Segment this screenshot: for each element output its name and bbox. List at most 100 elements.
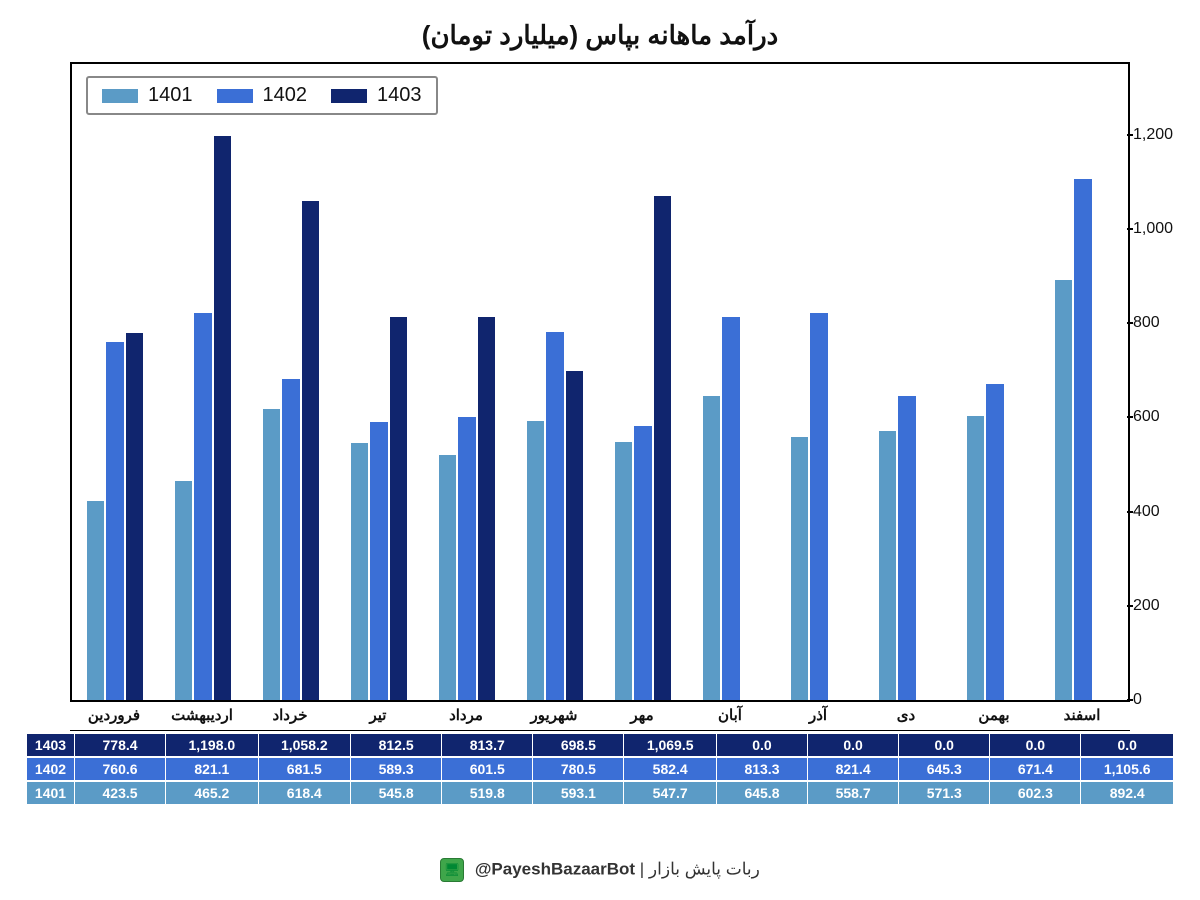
bar-group — [248, 64, 336, 700]
table-cell: 671.4 — [990, 758, 1080, 780]
table-cell: 519.8 — [442, 782, 532, 804]
y-tick-label: 1,000 — [1133, 220, 1188, 238]
bar — [282, 379, 299, 700]
bar — [654, 196, 671, 700]
table-row: 1402760.6821.1681.5589.3601.5780.5582.48… — [27, 758, 1173, 780]
table-cell: 778.4 — [75, 734, 165, 756]
x-tick-label: مرداد — [449, 706, 483, 724]
bar-group — [336, 64, 424, 700]
table-cell: 821.4 — [808, 758, 898, 780]
bar — [302, 201, 319, 700]
table-cell: 593.1 — [533, 782, 623, 804]
table-cell: 0.0 — [899, 734, 989, 756]
table-row-header: 1401 — [27, 782, 74, 804]
bar-group — [952, 64, 1040, 700]
table-cell: 813.7 — [442, 734, 532, 756]
y-tick-label: 0 — [1133, 691, 1188, 709]
chart-title: درآمد ماهانه بپاس (میلیارد تومان) — [0, 20, 1200, 51]
table-cell: 812.5 — [351, 734, 441, 756]
table-cell: 1,058.2 — [259, 734, 350, 756]
bar — [263, 409, 280, 700]
bar — [1055, 280, 1072, 700]
data-table: 1403778.41,198.01,058.2812.5813.7698.51,… — [26, 732, 1174, 806]
bar — [106, 342, 123, 700]
x-tick-label: آذر — [809, 706, 827, 724]
legend-swatch — [102, 89, 138, 103]
table-cell: 0.0 — [990, 734, 1080, 756]
bar — [1074, 179, 1091, 700]
legend: 1401 1402 1403 — [86, 76, 438, 115]
bar — [986, 384, 1003, 700]
bar — [703, 396, 720, 700]
x-tick-label: شهریور — [531, 706, 578, 724]
legend-label: 1402 — [263, 84, 308, 107]
bar-group — [1040, 64, 1128, 700]
table-row-header: 1403 — [27, 734, 74, 756]
table-cell: 645.8 — [717, 782, 807, 804]
table-row-header: 1402 — [27, 758, 74, 780]
table-cell: 589.3 — [351, 758, 441, 780]
table-cell: 582.4 — [624, 758, 715, 780]
bar — [194, 313, 211, 700]
table-cell: 601.5 — [442, 758, 532, 780]
y-tick-label: 800 — [1133, 314, 1188, 332]
footer: 🖥 @PayeshBazaarBot | ربات پایش بازار — [0, 858, 1200, 882]
table-cell: 465.2 — [166, 782, 257, 804]
y-tick-label: 600 — [1133, 408, 1188, 426]
table-cell: 1,198.0 — [166, 734, 257, 756]
bar — [566, 371, 583, 700]
table-row: 1401423.5465.2618.4545.8519.8593.1547.76… — [27, 782, 1173, 804]
bar-group — [512, 64, 600, 700]
plot-area: 140114021403 02004006008001,0001,200 — [70, 62, 1130, 702]
table-cell: 813.3 — [717, 758, 807, 780]
y-tick-label: 200 — [1133, 597, 1188, 615]
x-axis-labels: فروردیناردیبهشتخردادتیرمردادشهریورمهرآبا… — [70, 706, 1130, 730]
bot-icon: 🖥 — [440, 858, 464, 882]
bars-container — [72, 64, 1128, 700]
legend-label: 1401 — [148, 84, 193, 107]
bar — [546, 332, 563, 700]
bar — [967, 416, 984, 700]
table-cell: 547.7 — [624, 782, 715, 804]
bar — [351, 443, 368, 700]
x-tick-label: تیر — [370, 706, 387, 724]
table-cell: 892.4 — [1081, 782, 1173, 804]
legend-item-1402: 1402 — [217, 84, 308, 107]
bar — [390, 317, 407, 700]
table-cell: 571.3 — [899, 782, 989, 804]
separator-line — [70, 730, 1130, 731]
bar-group — [776, 64, 864, 700]
x-tick-label: دی — [897, 706, 915, 724]
table-cell: 0.0 — [808, 734, 898, 756]
table-cell: 0.0 — [1081, 734, 1173, 756]
x-tick-label: آبان — [718, 706, 742, 724]
bar — [458, 417, 475, 700]
bar — [527, 421, 544, 700]
y-tick-label: 1,200 — [1133, 126, 1188, 144]
x-tick-label: مهر — [630, 706, 653, 724]
x-tick-label: اردیبهشت — [171, 706, 233, 724]
legend-item-1403: 1403 — [331, 84, 422, 107]
bar — [791, 437, 808, 700]
legend-swatch — [331, 89, 367, 103]
bar-group — [864, 64, 952, 700]
bar-group — [424, 64, 512, 700]
bar-group — [160, 64, 248, 700]
bar — [634, 426, 651, 700]
table-cell: 698.5 — [533, 734, 623, 756]
bar — [898, 396, 915, 700]
footer-sep: | — [640, 859, 649, 878]
table-cell: 780.5 — [533, 758, 623, 780]
bar — [370, 422, 387, 700]
bar — [214, 136, 231, 700]
table-cell: 681.5 — [259, 758, 350, 780]
table-cell: 423.5 — [75, 782, 165, 804]
bar — [87, 501, 104, 701]
table-cell: 0.0 — [717, 734, 807, 756]
table-cell: 602.3 — [990, 782, 1080, 804]
footer-handle: @PayeshBazaarBot — [475, 859, 635, 878]
table-cell: 618.4 — [259, 782, 350, 804]
x-tick-label: فروردین — [88, 706, 140, 724]
bar — [478, 317, 495, 700]
legend-swatch — [217, 89, 253, 103]
